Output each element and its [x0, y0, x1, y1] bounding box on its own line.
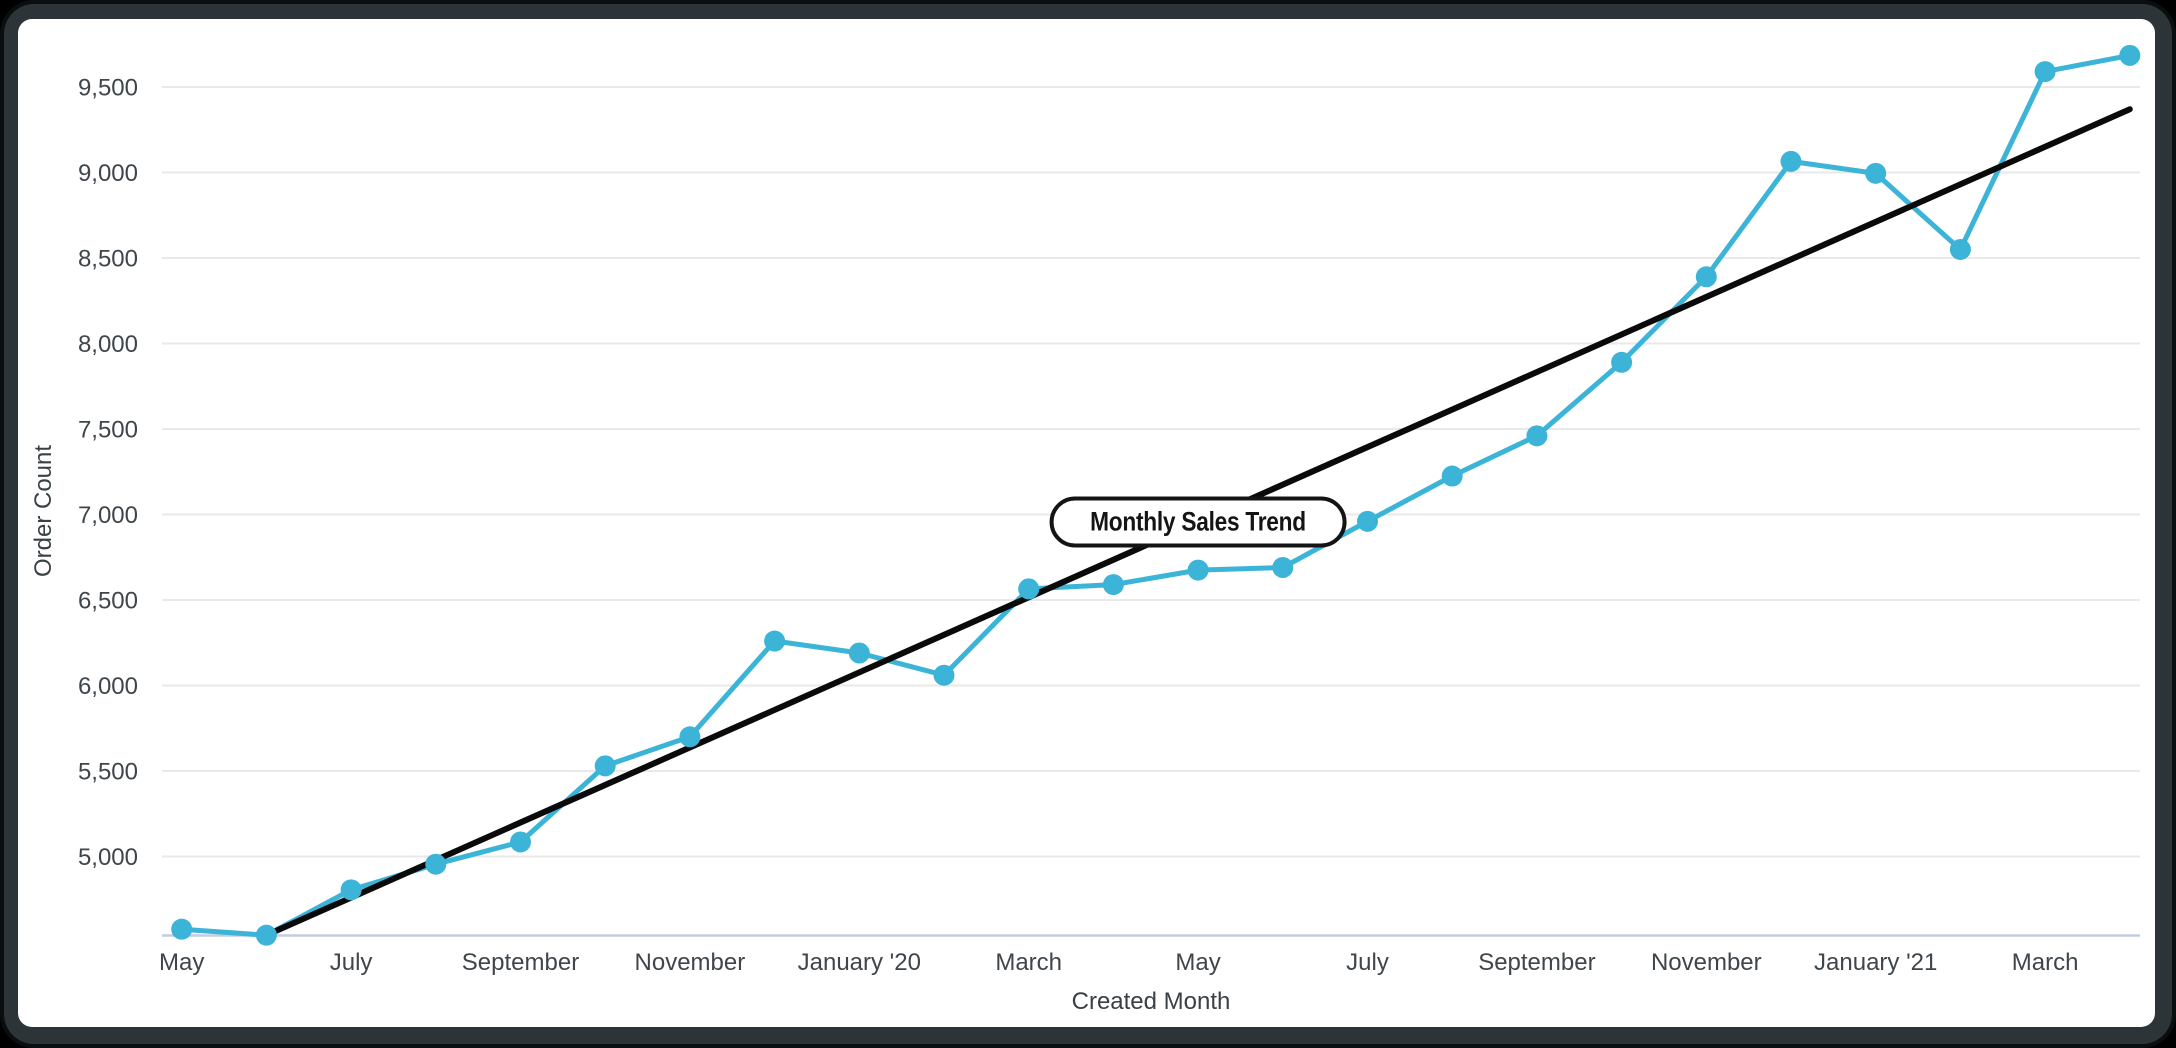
x-tick-label: November — [1651, 949, 1762, 976]
y-tick-label: 7,500 — [78, 417, 138, 444]
x-tick-label: September — [462, 949, 579, 976]
data-point[interactable] — [1949, 238, 1971, 260]
data-point[interactable] — [1611, 351, 1633, 373]
y-axis-title: Order Count — [30, 445, 57, 578]
data-point[interactable] — [1018, 578, 1040, 600]
x-tick-label: September — [1478, 949, 1595, 976]
data-point[interactable] — [1187, 559, 1209, 581]
x-tick-label: January '20 — [798, 949, 921, 976]
data-point[interactable] — [679, 726, 701, 748]
data-point[interactable] — [340, 879, 362, 901]
y-tick-label: 5,000 — [78, 844, 138, 871]
data-point[interactable] — [764, 630, 786, 652]
x-tick-label: July — [1346, 949, 1389, 976]
x-tick-label: November — [635, 949, 746, 976]
data-point[interactable] — [1865, 162, 1887, 184]
data-point[interactable] — [510, 831, 531, 853]
x-tick-label: March — [2012, 949, 2079, 976]
y-tick-label: 5,500 — [78, 759, 138, 786]
x-tick-label: May — [1175, 949, 1220, 976]
data-point[interactable] — [2119, 44, 2141, 66]
data-point[interactable] — [1357, 510, 1378, 532]
data-point[interactable] — [171, 918, 193, 940]
data-point[interactable] — [1441, 465, 1463, 487]
data-point[interactable] — [1102, 574, 1124, 596]
data-point[interactable] — [425, 853, 447, 875]
data-point[interactable] — [594, 755, 616, 777]
data-point[interactable] — [2034, 61, 2056, 83]
y-tick-label: 7,000 — [78, 502, 138, 529]
y-tick-label: 9,000 — [78, 160, 138, 187]
data-point[interactable] — [1272, 557, 1294, 579]
y-tick-label: 8,000 — [78, 331, 138, 358]
x-axis-title: Created Month — [1071, 988, 1231, 1015]
y-tick-label: 9,500 — [78, 75, 138, 102]
x-tick-label: May — [159, 949, 204, 976]
x-tick-label: July — [330, 949, 373, 976]
y-tick-label: 6,500 — [78, 588, 138, 615]
data-point[interactable] — [1526, 425, 1548, 447]
data-point[interactable] — [1695, 266, 1717, 288]
data-point[interactable] — [1780, 150, 1802, 172]
data-point[interactable] — [255, 924, 277, 946]
series-line — [179, 52, 2133, 938]
y-tick-label: 6,000 — [78, 673, 138, 700]
x-tick-label: March — [995, 949, 1062, 976]
data-point[interactable] — [848, 642, 870, 664]
trendline-label-text: Monthly Sales Trend — [1090, 506, 1306, 537]
trendline-label-pill: Monthly Sales Trend — [1049, 496, 1347, 548]
x-tick-label: January '21 — [1814, 949, 1937, 976]
data-point[interactable] — [933, 664, 955, 686]
y-tick-label: 8,500 — [78, 246, 138, 273]
